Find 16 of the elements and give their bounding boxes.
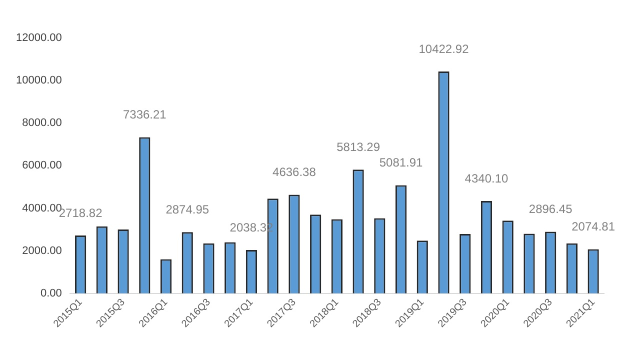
- data-label: 4340.10: [464, 171, 508, 186]
- y-tick-label: 2000.00: [22, 244, 62, 257]
- data-label: 2074.81: [572, 220, 616, 234]
- y-tick-label: 6000.00: [22, 160, 62, 172]
- data-label: 10422.92: [418, 42, 470, 56]
- y-tick-label: 10000.00: [16, 74, 62, 87]
- data-label: 5081.91: [379, 156, 424, 170]
- y-tick-label: 12000.00: [16, 32, 62, 44]
- y-tick-label: 4000.00: [22, 202, 62, 214]
- data-label: 5813.29: [336, 140, 380, 154]
- y-tick-label: 0.00: [40, 287, 62, 300]
- y-tick-label: 8000.00: [22, 117, 62, 130]
- data-label: 7336.21: [122, 108, 167, 122]
- data-label: 4636.38: [272, 165, 316, 180]
- data-label: 2896.45: [528, 202, 573, 216]
- data-label: 2874.95: [166, 202, 210, 216]
